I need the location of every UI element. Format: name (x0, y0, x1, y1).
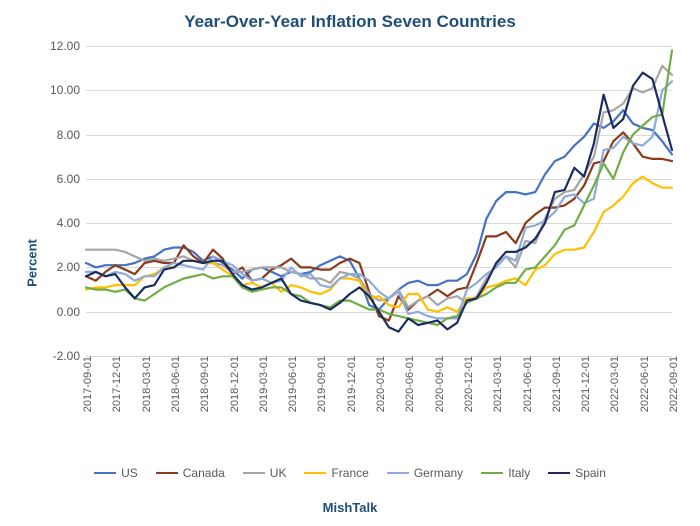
legend: US Canada UK France Germany Italy Spain (0, 466, 700, 480)
line-layer (86, 46, 672, 356)
series-line-italy (86, 50, 672, 325)
y-axis-label: Percent (24, 239, 39, 287)
legend-item-germany: Germany (387, 466, 463, 480)
x-tick-label: 2018-06-01 (166, 356, 182, 412)
y-tick-label: 2.00 (57, 260, 86, 274)
legend-swatch (304, 472, 326, 474)
inflation-chart: Year-Over-Year Inflation Seven Countries… (0, 0, 700, 526)
y-tick-label: 6.00 (57, 172, 86, 186)
legend-label: US (121, 466, 138, 480)
x-tick-label: 2017-12-01 (107, 356, 123, 412)
x-tick-label: 2019-06-01 (283, 356, 299, 412)
x-tick-label: 2020-12-01 (459, 356, 475, 412)
x-tick-label: 2022-03-01 (605, 356, 621, 412)
plot-area: -2.000.002.004.006.008.0010.0012.002017-… (86, 46, 672, 356)
x-tick-label: 2020-09-01 (430, 356, 446, 412)
chart-title: Year-Over-Year Inflation Seven Countries (0, 12, 700, 32)
legend-swatch (156, 472, 178, 474)
x-tick-label: 2021-06-01 (518, 356, 534, 412)
y-tick-label: 4.00 (57, 216, 86, 230)
legend-label: Italy (508, 466, 530, 480)
x-tick-label: 2019-09-01 (312, 356, 328, 412)
x-tick-label: 2019-12-01 (342, 356, 358, 412)
legend-item-canada: Canada (156, 466, 225, 480)
x-tick-label: 2017-09-01 (78, 356, 94, 412)
y-tick-label: 8.00 (57, 128, 86, 142)
legend-swatch (481, 472, 503, 474)
legend-swatch (94, 472, 116, 474)
legend-item-italy: Italy (481, 466, 530, 480)
legend-label: UK (270, 466, 287, 480)
legend-label: France (331, 466, 368, 480)
y-tick-label: 0.00 (57, 305, 86, 319)
x-tick-label: 2021-12-01 (576, 356, 592, 412)
legend-label: Germany (414, 466, 463, 480)
y-tick-label: 10.00 (50, 83, 86, 97)
x-tick-label: 2018-03-01 (137, 356, 153, 412)
series-line-us (86, 110, 672, 309)
x-tick-label: 2021-09-01 (547, 356, 563, 412)
chart-credit: MishTalk (0, 500, 700, 515)
x-tick-label: 2022-06-01 (635, 356, 651, 412)
legend-label: Canada (183, 466, 225, 480)
legend-label: Spain (575, 466, 606, 480)
x-tick-label: 2018-09-01 (195, 356, 211, 412)
x-tick-label: 2018-12-01 (225, 356, 241, 412)
y-tick-label: 12.00 (50, 39, 86, 53)
legend-item-uk: UK (243, 466, 287, 480)
x-tick-label: 2019-03-01 (254, 356, 270, 412)
legend-swatch (548, 472, 570, 474)
legend-item-spain: Spain (548, 466, 606, 480)
legend-swatch (387, 472, 409, 474)
legend-item-us: US (94, 466, 138, 480)
x-tick-label: 2021-03-01 (488, 356, 504, 412)
x-tick-label: 2022-09-01 (664, 356, 680, 412)
legend-swatch (243, 472, 265, 474)
x-tick-label: 2020-06-01 (400, 356, 416, 412)
legend-item-france: France (304, 466, 368, 480)
x-tick-label: 2020-03-01 (371, 356, 387, 412)
